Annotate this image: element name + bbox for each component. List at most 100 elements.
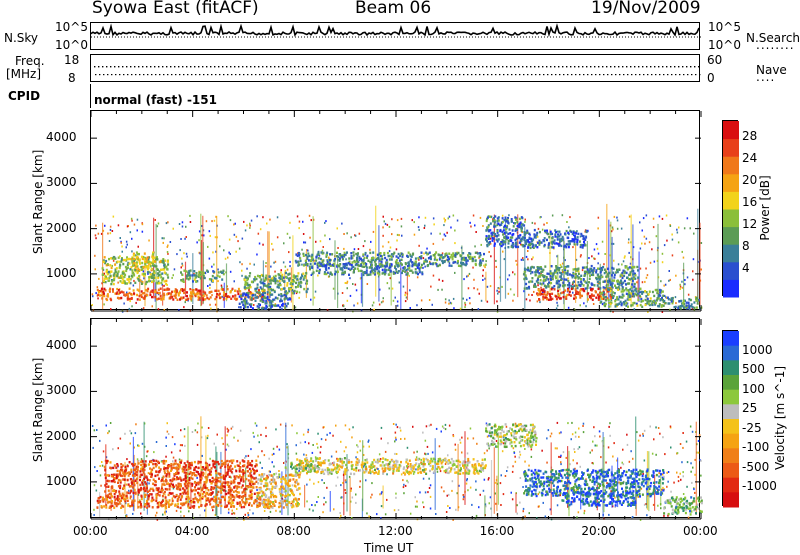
power-echo-cell [271,293,273,295]
power-cbar-swatch [723,191,739,209]
power-echo-cell [605,299,607,301]
power-speckle [675,302,677,304]
freq-point [326,66,327,67]
power-speckle [442,280,444,282]
power-echo-cell [415,257,417,259]
power-speckle [186,236,188,238]
velocity-speckle [488,477,490,479]
velocity-speckle [340,515,342,517]
power-echo-cell [103,280,105,282]
power-speckle [514,273,516,275]
nave-point [467,74,468,75]
nave-point [507,74,508,75]
power-echo-cell [165,283,167,285]
velocity-speckle [239,462,241,464]
velocity-speckle [496,435,498,437]
power-echo-cell [632,293,634,295]
velocity-speckle [520,454,522,456]
power-speckle [209,230,211,232]
freq-point [418,66,419,67]
velocity-speckle [232,510,234,512]
power-echo-cell [519,223,521,225]
power-echo-cell [531,277,533,279]
power-speckle [433,243,435,245]
power-echo-cell [614,274,616,276]
power-speckle [449,216,451,218]
power-speckle [395,297,397,299]
power-echo-cell [284,303,286,305]
power-speckle [498,291,500,293]
power-echo-cell [186,277,188,279]
power-speckle [137,229,139,231]
power-echo-cell [363,260,365,262]
power-echo-cell [395,268,397,270]
nave-point [99,74,100,75]
velocity-speckle [395,439,397,441]
power-echo-cell [103,295,105,297]
power-speckle [475,231,477,233]
power-echo-cell [616,296,618,298]
velocity-speckle [690,462,692,464]
power-echo-cell [630,271,632,273]
power-speckle [265,262,267,264]
power-speckle [682,251,684,253]
power-echo-cell [618,298,620,300]
power-speckle [287,269,289,271]
power-echo-cell [122,263,124,265]
power-echo-cell [690,299,692,301]
nave-point [315,74,316,75]
velocity-speckle [223,475,225,477]
power-echo-cell [589,278,591,280]
power-speckle [95,237,97,239]
velocity-speckle [395,432,397,434]
power-speckle [265,265,267,267]
power-echo-cell [633,278,635,280]
power-echo-cell [247,302,249,304]
power-echo-cell [418,264,420,266]
velocity-speckle [609,435,611,437]
power-speckle [277,236,279,238]
power-echo-cell [479,255,481,257]
velocity-speckle [197,431,199,433]
power-echo-cell [617,289,619,291]
velocity-speckle [395,424,397,426]
power-echo-cell [479,262,481,264]
power-speckle [107,233,109,235]
power-echo-cell [560,272,562,274]
power-echo-cell [107,273,109,275]
velocity-speckle [180,511,182,513]
power-echo-cell [580,281,582,283]
velocity-streak [491,460,492,517]
power-echo-cell [227,288,229,290]
power-echo-cell [108,258,110,260]
power-echo-cell [531,243,533,245]
power-speckle [212,251,214,253]
power-echo-cell [638,290,640,292]
power-echo-cell [150,273,152,275]
power-speckle [629,216,631,218]
velocity-speckle [600,456,602,458]
power-echo-cell [134,282,136,284]
velocity-speckle [365,479,367,481]
power-speckle [389,250,391,252]
velocity-speckle [639,435,641,437]
power-echo-cell [639,295,641,297]
power-echo-cell [488,229,490,231]
power-echo-cell [275,282,277,284]
nave-point [263,74,264,75]
power-speckle [678,241,680,243]
power-speckle [683,257,685,259]
power-heatmap [91,111,701,311]
velocity-speckle [240,430,242,432]
power-echo-cell [363,263,365,265]
power-echo-cell [152,263,154,265]
velocity-speckle [192,431,194,433]
power-speckle [670,225,672,227]
power-echo-cell [120,277,122,279]
velocity-speckle [323,427,325,429]
power-echo-cell [561,266,563,268]
velocity-speckle [422,501,424,503]
power-echo-cell [218,290,220,292]
velocity-speckle [558,456,560,458]
power-echo-cell [539,293,541,295]
